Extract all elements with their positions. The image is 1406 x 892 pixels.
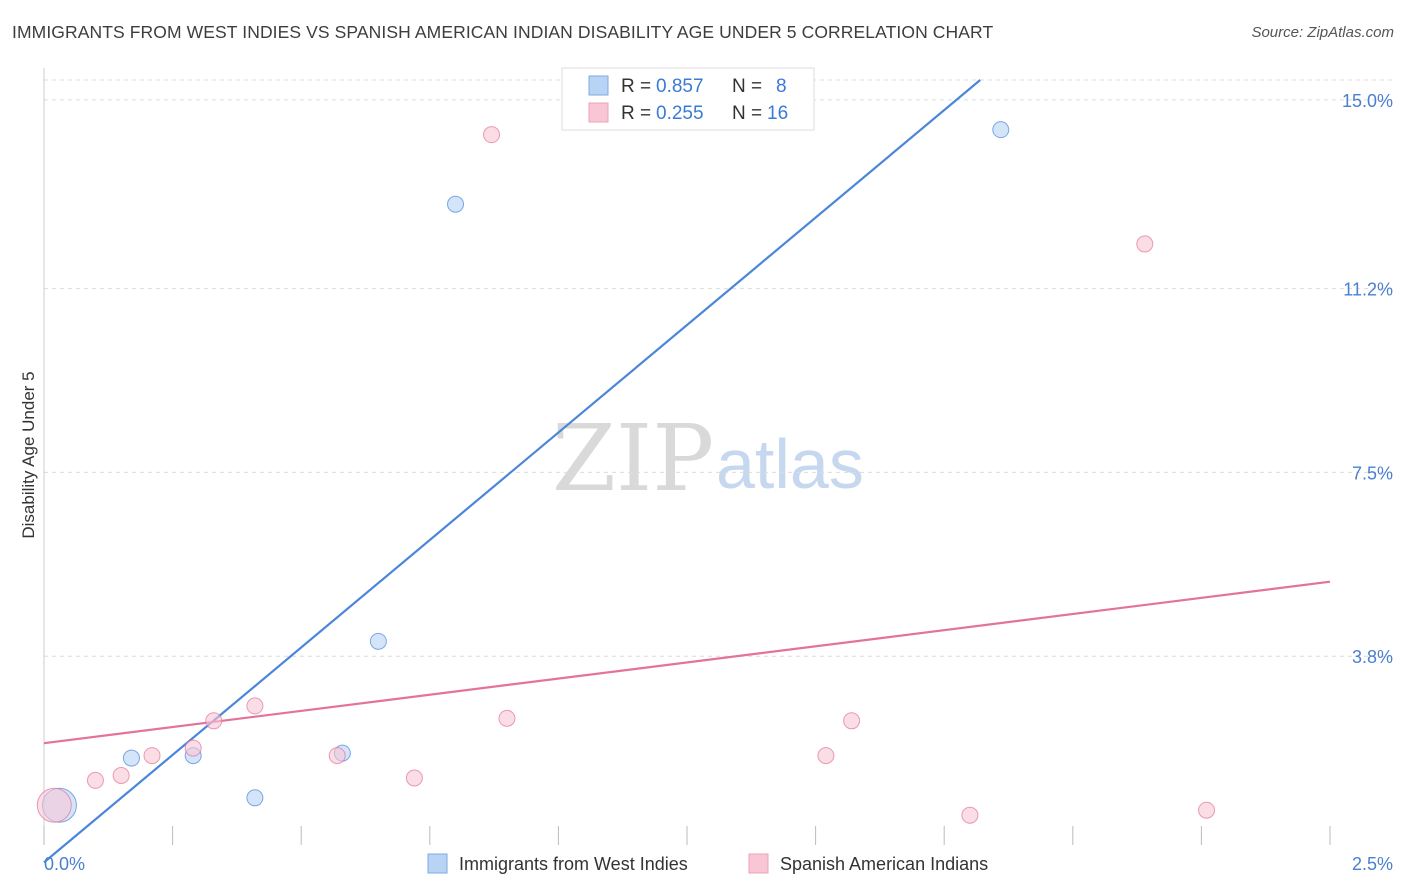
watermark-zip: ZIP [552, 405, 714, 512]
bottom-legend-swatch-west-indies [427, 853, 448, 874]
grid [44, 79, 1393, 657]
data-point-series-1 [246, 697, 264, 715]
trendline-series-1 [43, 580, 1331, 745]
y-tick-label: 15.0% [1342, 91, 1393, 111]
watermark-atlas: atlas [716, 425, 864, 503]
data-point-series-1 [498, 709, 516, 727]
y-axis-label: Disability Age Under 5 [19, 371, 38, 538]
legend-n-value-1: 8 [776, 76, 787, 97]
data-point-series-1 [961, 806, 979, 824]
x-tick-label-min: 0.0% [44, 854, 85, 874]
chart-title: IMMIGRANTS FROM WEST INDIES VS SPANISH A… [12, 22, 994, 42]
data-point-series-1 [483, 126, 501, 144]
data-point-series-0 [369, 632, 387, 650]
bottom-legend-label-west-indies: Immigrants from West Indies [459, 854, 688, 874]
legend-r-label-1: R = [621, 76, 651, 97]
trendlines [43, 79, 1331, 864]
data-point-series-0 [992, 121, 1010, 139]
series-legend: Immigrants from West Indies Spanish Amer… [427, 853, 988, 874]
data-point-series-1 [1136, 235, 1154, 253]
legend-n-value-2: 16 [767, 103, 788, 124]
y-tick-label: 3.8% [1352, 647, 1393, 667]
x-tick-label-max: 2.5% [1352, 854, 1393, 874]
data-point-series-0 [122, 749, 140, 767]
data-point-series-1 [184, 739, 202, 757]
bottom-legend-swatch-spanish-american-indians [748, 853, 769, 874]
data-point-series-1 [328, 747, 346, 765]
bottom-legend-label-spanish-american-indians: Spanish American Indians [780, 854, 988, 874]
legend-swatch-west-indies [588, 75, 609, 96]
data-point-series-1 [205, 712, 223, 730]
data-point-series-0 [447, 195, 465, 213]
data-point-series-1 [112, 766, 130, 784]
legend-r-label-2: R = [621, 103, 651, 124]
y-tick-label: 7.5% [1352, 463, 1393, 483]
source-label: Source: ZipAtlas.com [1251, 24, 1394, 41]
legend-swatch-spanish-american-indians [588, 102, 609, 123]
data-point-series-1 [36, 787, 72, 823]
data-point-series-1 [817, 747, 835, 765]
data-points [36, 121, 1216, 824]
trendline-series-0 [43, 79, 981, 864]
legend-n-label-1: N = [732, 76, 762, 97]
y-tick-label: 11.2% [1343, 280, 1393, 300]
data-point-series-1 [843, 712, 861, 730]
data-point-series-1 [1198, 801, 1216, 819]
data-point-series-1 [143, 747, 161, 765]
axes: 3.8% 7.5% 11.2% 15.0% [43, 68, 1393, 845]
legend-r-value-1: 0.857 [656, 76, 704, 97]
stats-legend: R = 0.857 N = 8 R = 0.255 N = 16 [561, 67, 815, 131]
data-point-series-1 [86, 771, 104, 789]
legend-n-label-2: N = [732, 103, 762, 124]
data-point-series-0 [246, 789, 264, 807]
legend-r-value-2: 0.255 [656, 103, 704, 124]
data-point-series-1 [405, 769, 423, 787]
